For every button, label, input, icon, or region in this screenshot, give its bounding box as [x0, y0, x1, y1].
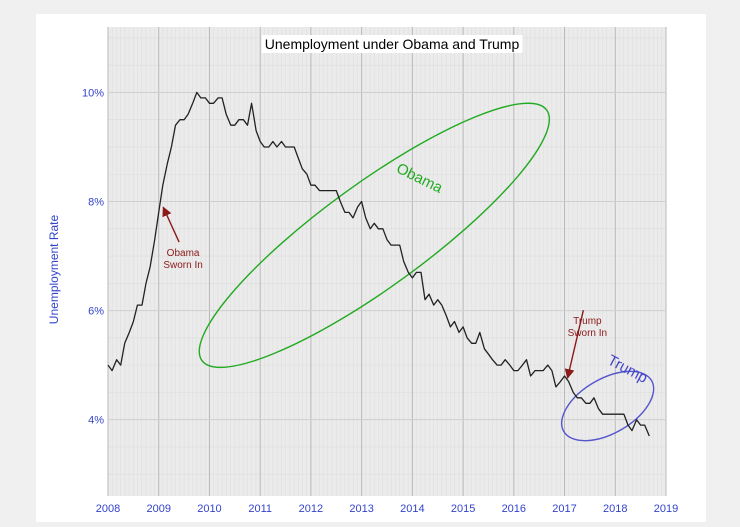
x-tick-label: 2017 — [552, 503, 576, 515]
trump-ellipse — [560, 370, 655, 442]
y-tick-label: 4% — [88, 415, 104, 427]
x-tick-label: 2014 — [400, 503, 424, 515]
annotation-arrow — [162, 206, 180, 243]
y-axis-label: Unemployment Rate — [47, 214, 61, 324]
x-tick-label: 2011 — [248, 503, 272, 515]
highlight-ellipses — [198, 102, 655, 442]
x-tick-label: 2009 — [146, 503, 170, 515]
annotation-arrow — [564, 310, 585, 379]
annotation-text: Sworn In — [163, 260, 202, 271]
y-axis-tick-labels: 4% 6% 8% 10% — [82, 87, 104, 426]
x-tick-label: 2008 — [96, 503, 120, 515]
y-tick-label: 8% — [88, 197, 104, 209]
y-tick-label: 6% — [88, 306, 104, 318]
x-tick-label: 2012 — [299, 503, 323, 515]
x-axis-tick-labels: 2008 2009 2010 2011 2012 2013 2014 2015 2016 2017… — [96, 503, 678, 515]
y-tick-label: 10% — [82, 87, 104, 99]
x-tick-label: 2010 — [197, 503, 221, 515]
x-tick-label: 2019 — [654, 503, 678, 515]
chart-frame: Obama Sworn In Trump Sworn In Obama Trump 200… — [36, 14, 706, 522]
title-background — [261, 35, 523, 53]
x-tick-label: 2013 — [349, 503, 373, 515]
obama-ellipse — [198, 102, 551, 369]
chart-title: Unemployment under Obama and Trump — [265, 36, 520, 52]
annotation-text: Obama — [167, 248, 200, 259]
x-tick-label: 2015 — [451, 503, 475, 515]
unemployment-line — [107, 91, 650, 437]
x-tick-label: 2018 — [603, 503, 627, 515]
annotation-text: Trump — [573, 316, 602, 327]
annotation-text: Sworn In — [568, 328, 607, 339]
grid-lines — [107, 27, 667, 496]
x-tick-label: 2016 — [502, 503, 526, 515]
